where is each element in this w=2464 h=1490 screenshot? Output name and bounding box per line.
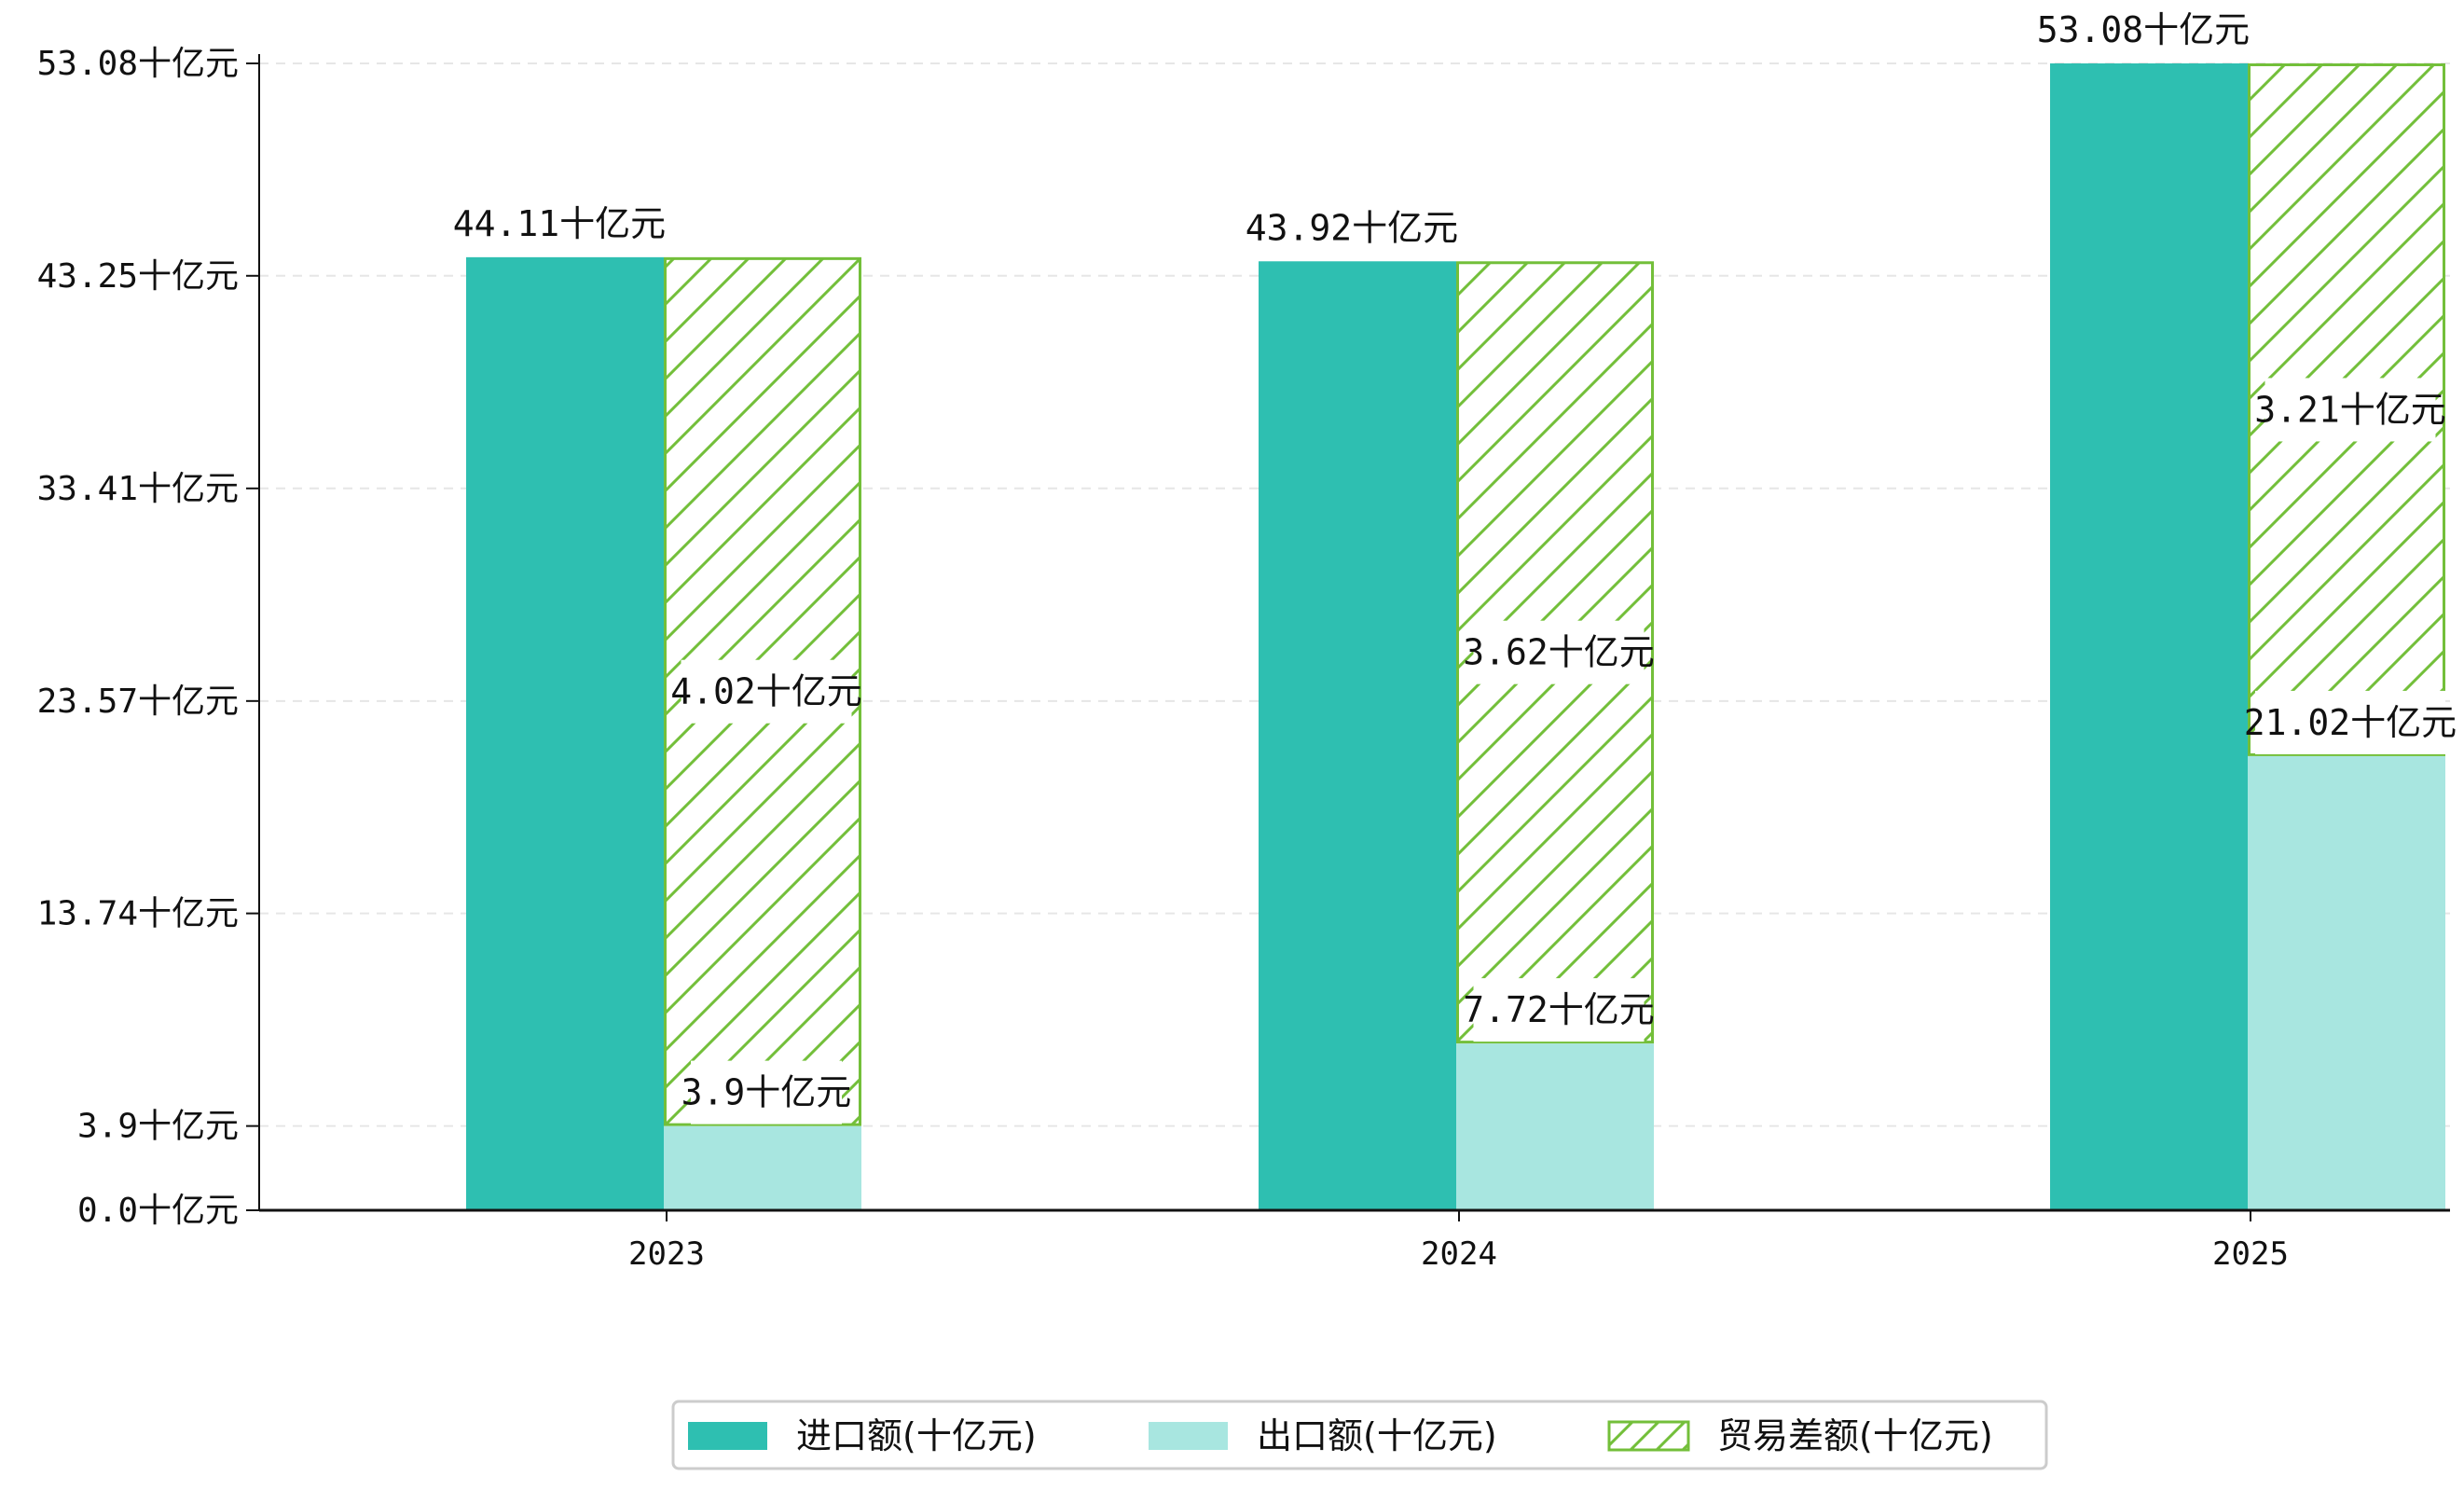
legend-item-export: 出口额(十亿元) — [1149, 1415, 1497, 1456]
label-import: 53.08十亿元 — [2037, 0, 2250, 62]
bar-import — [466, 256, 664, 1211]
label-balance-text: 3.62十亿元 — [1463, 632, 1655, 673]
label-export-bg — [691, 1060, 842, 1124]
label-import-bg — [2061, 0, 2225, 62]
bar-export — [2248, 755, 2445, 1210]
label-export: 3.9十亿元 — [681, 1060, 852, 1124]
y-tick-label: 53.08十亿元 — [37, 45, 239, 83]
data-labels: 44.11十亿元 3.9十亿元 4.02十亿元 43.92十亿元 7.72十亿元 3.62… — [453, 0, 2457, 1124]
label-import-text: 43.92十亿元 — [1246, 207, 1458, 248]
y-tick-label: 0.0十亿元 — [77, 1192, 239, 1230]
label-import-text: 53.08十亿元 — [2037, 9, 2250, 50]
bar-import — [2050, 63, 2248, 1210]
bar-import — [1259, 261, 1456, 1210]
label-export: 21.02十亿元 — [2244, 690, 2457, 754]
y-tick-label: 3.9十亿元 — [77, 1108, 239, 1146]
label-balance-bg — [2264, 378, 2436, 442]
x-tick-label: 2025 — [2212, 1235, 2289, 1273]
label-import: 43.92十亿元 — [1246, 196, 1458, 260]
label-balance: 3.62十亿元 — [1463, 620, 1655, 684]
legend-item-import: 进口额(十亿元) — [688, 1415, 1037, 1456]
label-balance-bg — [1473, 620, 1645, 684]
legend-item-balance: 贸易差额(十亿元) — [1607, 1415, 1993, 1456]
label-balance-bg — [681, 659, 852, 724]
label-balance: 4.02十亿元 — [670, 659, 862, 724]
y-tick-label: 13.74十亿元 — [37, 895, 239, 933]
legend-label: 出口额(十亿元) — [1257, 1415, 1497, 1456]
y-tick-label: 43.25十亿元 — [37, 257, 239, 296]
label-export-text: 3.9十亿元 — [681, 1072, 852, 1113]
label-balance-text: 3.21十亿元 — [2254, 389, 2446, 430]
label-export-bg — [2255, 690, 2445, 754]
label-balance: 3.21十亿元 — [2254, 378, 2446, 442]
legend: 进口额(十亿元) 出口额(十亿元) 贸易差额(十亿元) — [671, 1400, 2048, 1470]
label-export-text: 7.72十亿元 — [1463, 989, 1655, 1030]
legend-swatch — [688, 1422, 767, 1450]
bar-export — [664, 1125, 861, 1210]
label-export: 7.72十亿元 — [1463, 978, 1655, 1042]
y-tick-label: 33.41十亿元 — [37, 470, 239, 508]
label-import-text: 44.11十亿元 — [453, 203, 666, 244]
label-import-bg — [1270, 196, 1434, 260]
label-export-bg — [1473, 978, 1645, 1042]
y-tick-label: 23.57十亿元 — [37, 683, 239, 721]
legend-swatch — [1149, 1422, 1228, 1450]
legend-label: 贸易差额(十亿元) — [1717, 1415, 1993, 1456]
label-export-text: 21.02十亿元 — [2244, 702, 2457, 743]
x-tick-label: 2024 — [1421, 1235, 1497, 1273]
x-tick-label: 2023 — [628, 1235, 705, 1273]
legend-swatch — [1607, 1420, 1690, 1452]
legend-box — [671, 1400, 2048, 1470]
axes: 0.0十亿元 3.9十亿元 13.74十亿元 23.57十亿元 33.41十亿元 43.2… — [37, 45, 2450, 1273]
legend-label: 进口额(十亿元) — [796, 1415, 1037, 1456]
label-balance-text: 4.02十亿元 — [670, 671, 862, 712]
label-import: 44.11十亿元 — [453, 191, 666, 255]
label-import-bg — [477, 191, 641, 255]
bar-export — [1456, 1043, 1654, 1210]
